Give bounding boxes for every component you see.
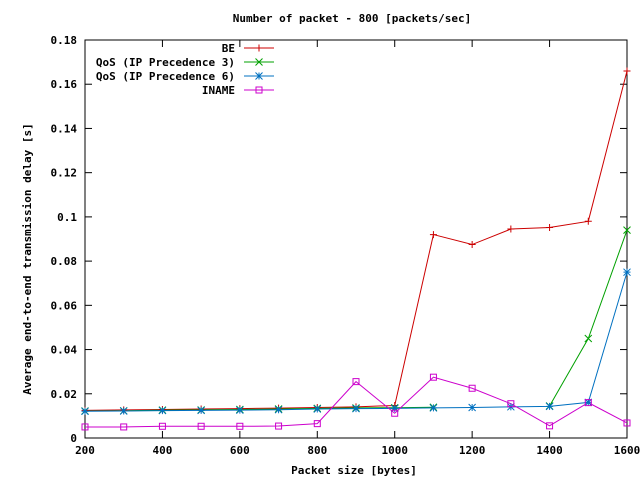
legend-marker <box>255 44 263 52</box>
x-tick-label: 400 <box>152 444 172 457</box>
series-2-point <box>584 334 593 343</box>
legend-label: QoS (IP Precedence 3) <box>96 56 235 69</box>
series-1-point <box>623 67 631 75</box>
series-4-point <box>468 384 476 392</box>
y-tick-label: 0.14 <box>51 122 78 135</box>
y-tick-label: 0.06 <box>51 299 78 312</box>
series-3-point <box>623 268 631 277</box>
legend-label: INAME <box>202 84 235 97</box>
plot-frame <box>84 39 628 439</box>
x-tick-label: 200 <box>75 444 95 457</box>
series-2-line <box>549 229 628 407</box>
series-3-point <box>545 402 554 411</box>
series-3-line <box>84 272 628 412</box>
series-markers <box>81 67 631 431</box>
series-3-point <box>390 404 399 413</box>
series-1-point <box>429 231 437 239</box>
series-1-line <box>84 70 628 411</box>
series-2-point <box>623 226 631 235</box>
series-4-point <box>546 422 554 430</box>
y-axis-label: Average end-to-end transmission delay [s… <box>21 123 34 395</box>
series-3-point <box>468 403 476 412</box>
y-tick-label: 0.04 <box>51 344 78 357</box>
y-tick-label: 0.1 <box>57 211 77 224</box>
series-3-point <box>197 406 205 415</box>
series-1-point <box>507 225 515 233</box>
x-tick-label: 1600 <box>614 444 640 457</box>
legend-marker <box>255 72 263 80</box>
series-4-point <box>391 409 399 417</box>
series-4-point <box>584 399 592 407</box>
series-4-point <box>352 378 360 386</box>
series-3-point <box>236 406 244 414</box>
series-3-point <box>429 404 438 412</box>
y-tick-label: 0.12 <box>51 167 78 180</box>
series-1-point <box>584 217 592 225</box>
series-4-point <box>197 422 205 430</box>
x-tick-label: 600 <box>230 444 250 457</box>
x-tick-label: 1000 <box>381 444 408 457</box>
series-4-point <box>158 422 166 430</box>
series-4-point <box>120 423 128 431</box>
series-4-point <box>81 423 89 431</box>
series-4-line <box>85 376 628 428</box>
y-tick-label: 0.02 <box>51 388 78 401</box>
legend-marker <box>255 86 263 94</box>
chart-title: Number of packet - 800 [packets/sec] <box>233 12 471 25</box>
y-tick-label: 0.16 <box>51 78 78 91</box>
series-4-point <box>313 420 321 428</box>
x-tick-label: 800 <box>307 444 327 457</box>
x-tick-label: 1400 <box>536 444 563 457</box>
series-3-point <box>81 407 89 416</box>
series-1-point <box>468 241 476 249</box>
series-4-point <box>507 400 515 408</box>
legend-label: BE <box>222 42 235 55</box>
series-4-point <box>275 422 283 430</box>
series-4-point <box>236 422 244 430</box>
series-3-point <box>584 398 593 407</box>
x-tick-label: 1200 <box>459 444 486 457</box>
y-tick-label: 0 <box>70 432 77 445</box>
series-3-point <box>158 406 167 415</box>
legend-label: QoS (IP Precedence 6) <box>96 70 235 83</box>
x-axis-label: Packet size [bytes] <box>291 464 417 477</box>
series-1-point <box>546 224 554 232</box>
y-tick-label: 0.08 <box>51 255 78 268</box>
series-3-point <box>352 404 360 413</box>
series-lines <box>84 70 628 428</box>
axes: 200 400 600 800 1000 1200 1400 1600 0 0.02 0.04 0.0… <box>51 34 640 457</box>
y-tick-label: 0.18 <box>51 34 78 47</box>
series-3-point <box>119 407 128 415</box>
series-4-point <box>623 419 631 427</box>
legend-marker <box>255 58 263 66</box>
series-4-point <box>429 373 437 381</box>
series-3-point <box>274 405 283 414</box>
series-3-point <box>313 405 322 413</box>
